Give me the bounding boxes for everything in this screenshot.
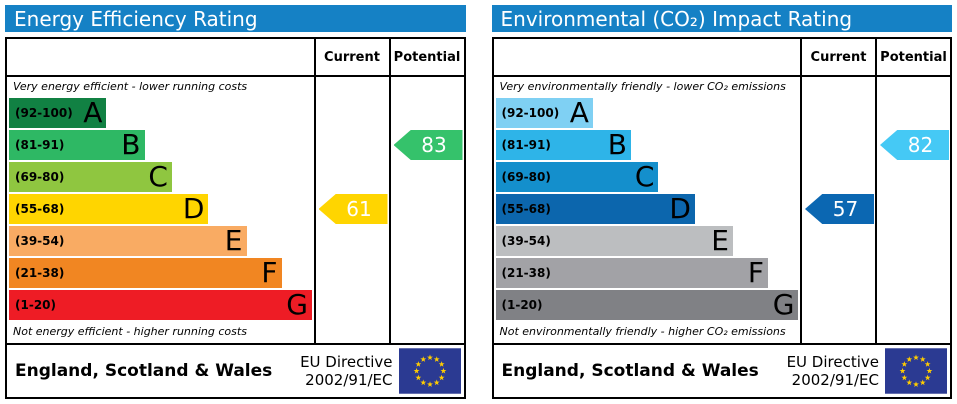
energy-potential-column: 83 (388, 77, 464, 343)
band-range-label: (69-80) (501, 170, 551, 184)
energy-table-footer: England, Scotland & Wales EU Directive 2… (7, 343, 464, 397)
band-letter: G (286, 288, 308, 321)
band-letter: B (121, 128, 141, 161)
region-label: England, Scotland & Wales (501, 361, 759, 381)
co2-current-arrow: 57 (805, 194, 874, 224)
energy-bottom-caption: Not energy efficient - higher running co… (13, 325, 247, 338)
co2-rating-table: Current Potential Very environmentally f… (491, 37, 952, 399)
energy-band-d: (55-68) D (9, 192, 209, 225)
eu-directive-label: EU Directive 2002/91/EC (786, 353, 879, 389)
band-letter: C (148, 160, 168, 193)
band-letter: G (772, 288, 795, 321)
co2-bands: (92-100) A (81-91) B (69-80) C (55-68) (495, 96, 801, 322)
co2-table-body: Very environmentally friendly - lower CO… (494, 77, 951, 343)
energy-band-b: (81-91) B (9, 130, 145, 160)
co2-impact-panel: Environmental (CO₂) Impact Rating Curren… (491, 5, 952, 399)
co2-band-chart: Very environmentally friendly - lower CO… (494, 77, 801, 343)
band-letter: F (747, 256, 765, 289)
energy-chart-column-spacer (7, 39, 314, 75)
band-letter: C (634, 160, 655, 193)
energy-table-body: Very energy efficient - lower running co… (7, 77, 464, 343)
co2-panel-title: Environmental (CO₂) Impact Rating (491, 5, 952, 32)
band-range-label: (21-38) (15, 266, 65, 280)
co2-bottom-caption: Not environmentally friendly - higher CO… (499, 325, 786, 338)
energy-bands: (92-100) A (81-91) B (69-80) C (55-68) (9, 98, 314, 322)
co2-band-g: (1-20) G (495, 288, 799, 321)
energy-top-caption: Very energy efficient - lower running co… (13, 80, 248, 93)
band-range-label: (39-54) (501, 234, 551, 248)
eu-flag-icon (398, 348, 461, 394)
energy-table-header: Current Potential (7, 39, 464, 77)
band-range-label: (55-68) (501, 202, 551, 216)
co2-band-e: (39-54) E (495, 224, 733, 257)
band-range-label: (1-20) (15, 298, 56, 312)
co2-current-column: 57 (800, 77, 875, 343)
band-range-label: (92-100) (501, 106, 560, 120)
band-range-label: (81-91) (15, 138, 65, 152)
band-letter: A (83, 96, 103, 129)
band-range-label: (21-38) (501, 266, 551, 280)
energy-current-arrow: 61 (318, 194, 388, 224)
co2-band-a: (92-100) A (495, 96, 593, 129)
energy-panel-title: Energy Efficiency Rating (5, 5, 466, 32)
energy-band-chart: Very energy efficient - lower running co… (7, 77, 314, 343)
band-letter: F (261, 256, 278, 289)
co2-potential-arrow: 82 (880, 130, 949, 160)
band-range-label: (69-80) (15, 170, 65, 184)
co2-chart-column-spacer (494, 39, 801, 75)
energy-band-f: (21-38) F (9, 258, 282, 288)
energy-band-g: (1-20) G (9, 290, 312, 320)
co2-band-b: (81-91) B (495, 128, 631, 161)
eu-directive-label: EU Directive 2002/91/EC (300, 353, 393, 389)
band-letter: B (607, 128, 627, 161)
energy-band-e: (39-54) E (9, 226, 247, 256)
band-range-label: (39-54) (15, 234, 65, 248)
co2-band-f: (21-38) F (495, 256, 769, 289)
co2-current-column-header: Current (800, 39, 875, 75)
band-letter: D (182, 192, 205, 225)
region-label: England, Scotland & Wales (15, 361, 273, 381)
co2-potential-column-header: Potential (875, 39, 950, 75)
energy-current-column-header: Current (313, 39, 389, 75)
co2-table-footer: England, Scotland & Wales EU Directive 2… (493, 343, 950, 397)
energy-current-column: 61 (313, 77, 389, 343)
co2-top-caption: Very environmentally friendly - lower CO… (499, 80, 786, 93)
energy-band-c: (69-80) C (9, 162, 172, 192)
co2-table-header: Current Potential (493, 39, 950, 77)
band-letter: A (569, 96, 589, 129)
co2-band-c: (69-80) C (495, 160, 659, 193)
band-letter: D (669, 192, 691, 225)
band-range-label: (81-91) (501, 138, 551, 152)
band-letter: E (224, 224, 243, 257)
co2-potential-column: 82 (875, 77, 950, 343)
energy-efficiency-panel: Energy Efficiency Rating Current Potenti… (5, 5, 466, 399)
band-range-label: (55-68) (15, 202, 65, 216)
band-letter: E (711, 224, 729, 257)
energy-band-a: (92-100) A (9, 96, 107, 129)
band-range-label: (92-100) (15, 106, 73, 120)
energy-rating-table: Current Potential Very energy efficient … (5, 37, 466, 399)
energy-potential-column-header: Potential (388, 39, 464, 75)
eu-flag-icon (885, 348, 947, 394)
band-range-label: (1-20) (501, 298, 543, 312)
energy-potential-arrow: 83 (393, 130, 463, 160)
co2-band-d: (55-68) D (495, 192, 695, 225)
